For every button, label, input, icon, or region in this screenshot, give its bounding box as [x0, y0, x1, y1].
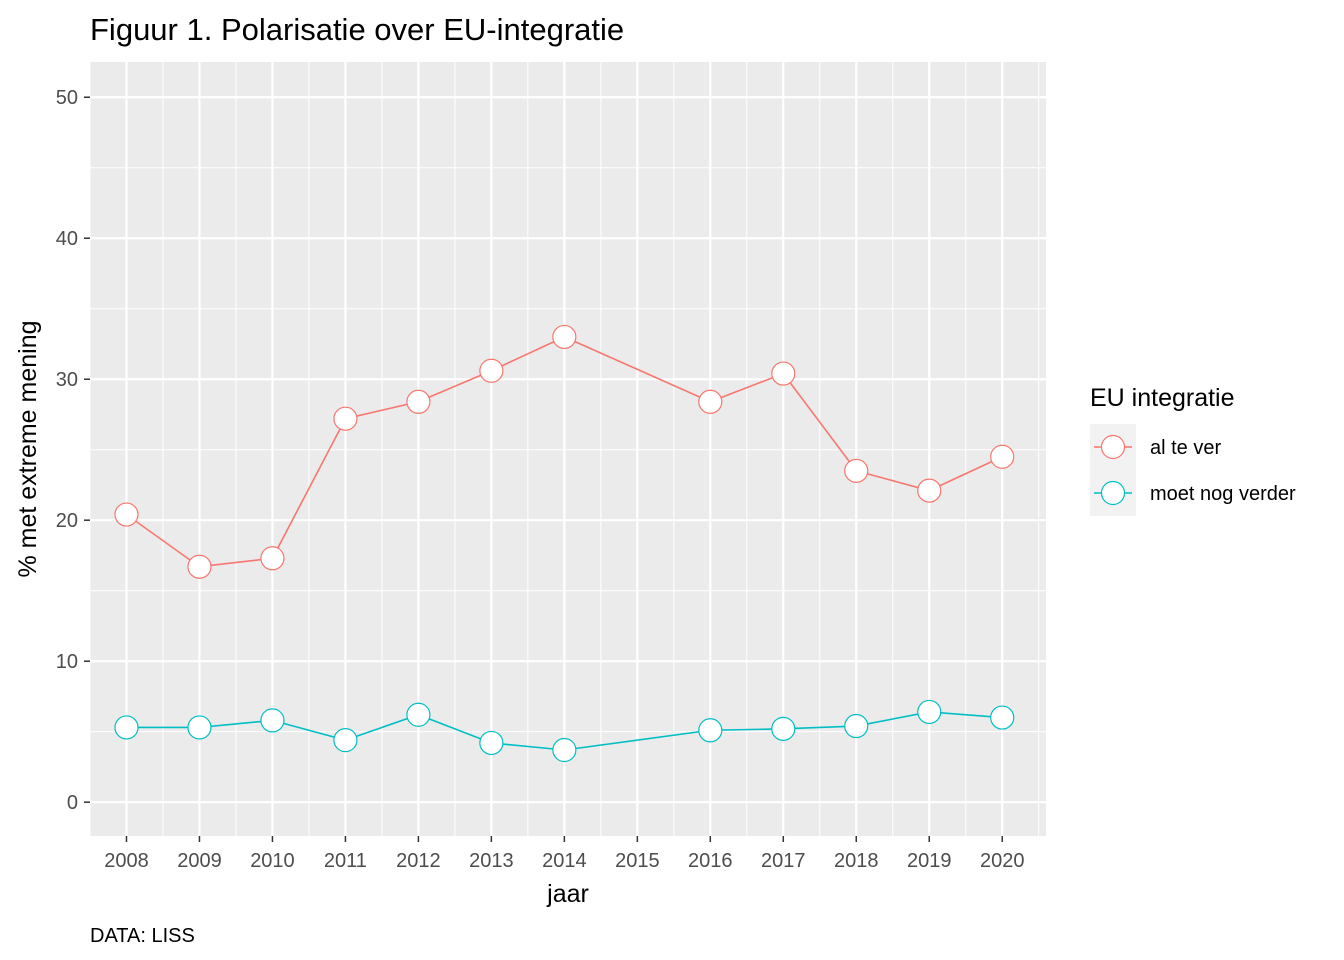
x-tick-label: 2008: [104, 850, 149, 872]
x-tick-label: 2011: [324, 850, 367, 872]
data-point: [917, 699, 942, 725]
x-tick-label: 2020: [980, 850, 1025, 872]
legend-title: EU integratie: [1090, 384, 1235, 412]
data-point: [260, 708, 285, 733]
plot-panel: [90, 62, 1046, 836]
x-tick-label: 2016: [688, 850, 733, 872]
data-point: [917, 478, 942, 503]
legend-key-point: [1100, 434, 1126, 460]
data-point: [479, 358, 504, 383]
x-tick-label: 2017: [761, 850, 806, 872]
data-point: [333, 728, 358, 753]
data-point: [844, 458, 869, 483]
data-point: [552, 737, 577, 763]
y-axis-title: % met extreme mening: [14, 320, 42, 577]
y-tick-label: 10: [56, 651, 78, 673]
legend-key-point: [1100, 480, 1126, 506]
data-point: [844, 713, 869, 739]
data-point: [771, 361, 796, 386]
data-point: [406, 389, 431, 414]
x-tick-label: 2015: [615, 850, 660, 872]
data-point: [990, 705, 1015, 730]
data-point: [114, 715, 139, 740]
data-point: [333, 406, 358, 431]
data-point: [114, 502, 139, 527]
data-point: [187, 554, 212, 579]
x-tick-label: 2014: [542, 850, 587, 872]
x-axis-title: jaar: [546, 880, 589, 908]
data-point: [187, 715, 212, 740]
legend-label: al te ver: [1150, 437, 1221, 459]
y-tick-label: 0: [67, 792, 78, 814]
data-point: [990, 444, 1015, 469]
legend-items: al te ver moet nog verder: [1090, 424, 1296, 516]
chart-title: Figuur 1. Polarisatie over EU-integratie: [90, 12, 624, 47]
x-tick-label: 2013: [469, 850, 514, 872]
data-point: [698, 389, 723, 414]
x-tick-label: 2012: [396, 850, 441, 872]
series-layer: [114, 324, 1015, 763]
data-point: [260, 546, 285, 571]
x-tick-label: 2018: [834, 850, 879, 872]
series-line-0: [126, 336, 1003, 568]
caption: DATA: LISS: [90, 925, 195, 947]
legend: EU integratie al te ver moet nog verder: [1090, 384, 1296, 516]
data-point: [771, 716, 796, 741]
x-axis: 2008 2009 2010 2011 2012 2013 2014 2015 2016 2017…: [104, 836, 1024, 872]
series-line-1: [126, 711, 1003, 751]
legend-label: moet nog verder: [1150, 483, 1296, 505]
data-point: [479, 730, 504, 756]
y-axis: 0 10 20 30 40 50: [56, 87, 90, 814]
x-tick-label: 2009: [177, 850, 222, 872]
grid-minor: [89, 62, 1046, 836]
y-tick-label: 40: [56, 228, 78, 250]
x-tick-label: 2010: [250, 850, 295, 872]
data-point: [406, 702, 431, 727]
x-tick-label: 2019: [907, 850, 952, 872]
data-point: [552, 324, 577, 350]
y-tick-label: 20: [56, 510, 78, 532]
y-tick-label: 50: [56, 87, 78, 109]
data-point: [698, 718, 723, 743]
y-tick-label: 30: [56, 369, 78, 391]
